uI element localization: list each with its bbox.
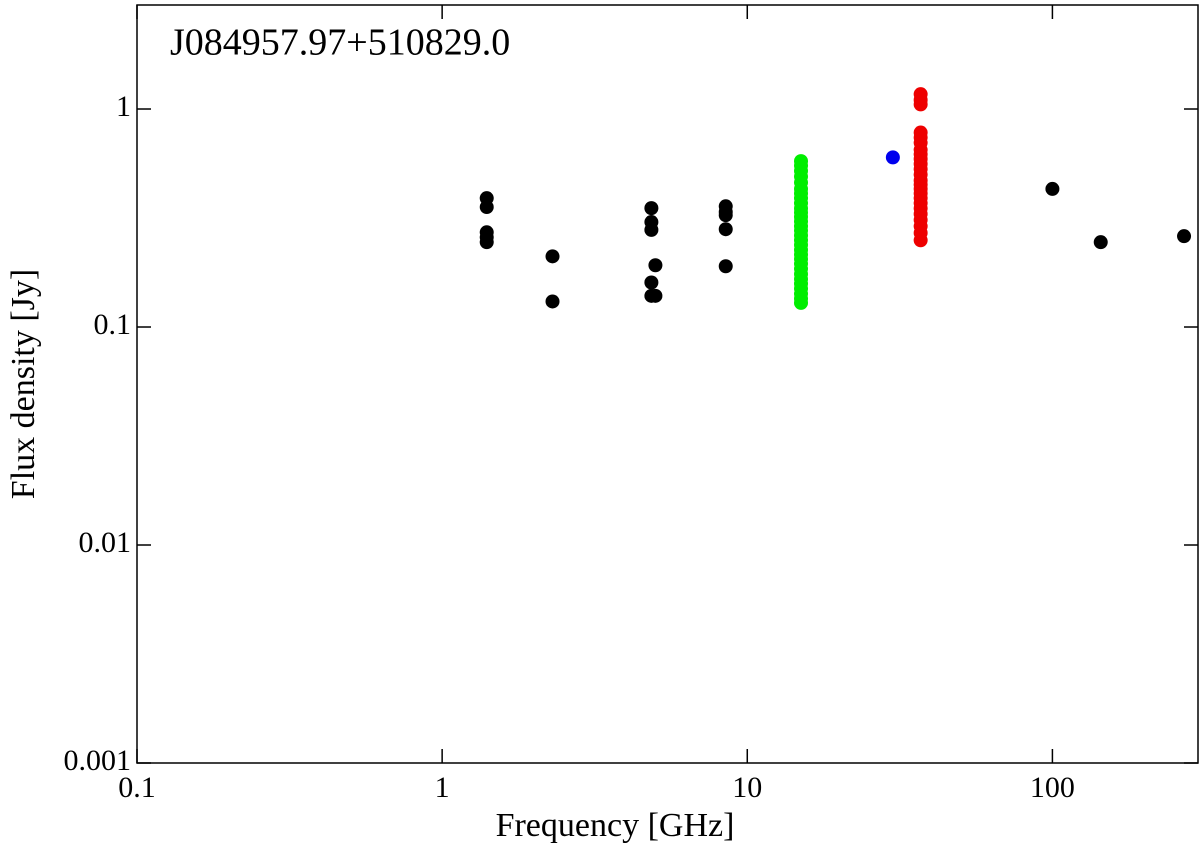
data-point [913, 87, 928, 102]
data-point [885, 150, 900, 165]
x-tick-label: 0.1 [118, 771, 156, 804]
data-point [644, 275, 659, 290]
x-tick-label: 100 [1030, 771, 1075, 804]
plot-frame [136, 4, 1199, 764]
data-point [718, 259, 733, 274]
data-point [1177, 229, 1192, 244]
data-point [644, 222, 659, 237]
data-point [545, 294, 560, 309]
data-point [644, 201, 659, 216]
data-point [479, 235, 494, 250]
data-point [718, 222, 733, 237]
x-axis-label: Frequency [GHz] [496, 807, 735, 844]
x-tick-label: 1 [435, 771, 450, 804]
data-point [545, 249, 560, 264]
y-tick-label: 0.001 [64, 744, 132, 777]
y-tick-label: 0.01 [79, 526, 132, 559]
data-point [648, 258, 663, 273]
data-point [648, 288, 663, 303]
data-point [479, 200, 494, 215]
x-tick-label: 10 [732, 771, 762, 804]
data-point [1093, 235, 1108, 250]
data-point [794, 154, 809, 169]
chart-title: J084957.97+510829.0 [170, 22, 510, 64]
data-point [1045, 181, 1060, 196]
y-tick-label: 1 [116, 90, 131, 123]
y-axis-label: Flux density [Jy] [5, 269, 42, 499]
data-point [913, 125, 928, 140]
y-tick-label: 0.1 [94, 308, 132, 341]
data-point [718, 208, 733, 223]
